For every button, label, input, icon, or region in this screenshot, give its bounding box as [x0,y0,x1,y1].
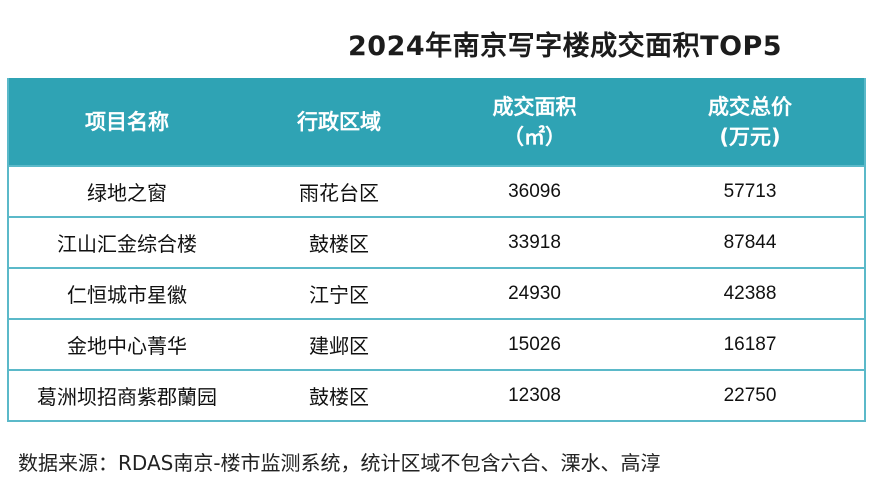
header-price: 成交总价 (万元) [636,78,864,166]
header-district: 行政区域 [245,78,433,166]
header-project-name: 项目名称 [9,78,245,166]
header-district-label: 行政区域 [297,109,381,134]
cell-price: 87844 [636,216,864,268]
cell-district: 建邺区 [245,318,433,370]
cell-area: 15026 [433,318,636,370]
table-row: 仁恒城市星徽 江宁区 24930 42388 [9,267,864,319]
data-table: 项目名称 行政区域 成交面积 （㎡） 成交总价 (万元) 绿地之窗 雨花台区 [7,78,866,422]
header-area: 成交面积 （㎡） [433,78,636,166]
table-header-row: 项目名称 行政区域 成交面积 （㎡） 成交总价 (万元) [9,78,864,166]
header-price-label: 成交总价 [708,94,792,119]
cell-price: 57713 [636,165,864,217]
header-area-unit: （㎡） [503,124,566,149]
cell-project-name: 葛洲坝招商紫郡蘭园 [9,369,245,420]
data-source-footnote: 数据来源：RDAS南京-楼市监测系统，统计区域不包含六合、溧水、高淳 [18,451,661,475]
header-area-label: 成交面积 [492,94,577,119]
cell-area: 12308 [433,369,636,420]
cell-district: 江宁区 [245,267,433,319]
table-row: 葛洲坝招商紫郡蘭园 鼓楼区 12308 22750 [9,369,864,420]
cell-project-name: 仁恒城市星徽 [9,267,245,319]
cell-area: 24930 [433,267,636,319]
cell-project-name: 江山汇金综合楼 [9,216,245,268]
cell-project-name: 绿地之窗 [9,165,245,217]
header-project-name-label: 项目名称 [85,109,169,134]
cell-area: 33918 [433,216,636,268]
cell-district: 鼓楼区 [245,369,433,420]
table-row: 绿地之窗 雨花台区 36096 57713 [9,165,864,217]
cell-district: 鼓楼区 [245,216,433,268]
cell-project-name: 金地中心菁华 [9,318,245,370]
cell-area: 36096 [433,165,636,217]
table-title: 2024年南京写字楼成交面积TOP5 [348,31,783,62]
header-price-unit: (万元) [719,124,781,149]
cell-price: 42388 [636,267,864,319]
cell-district: 雨花台区 [245,165,433,217]
cell-price: 16187 [636,318,864,370]
cell-price: 22750 [636,369,864,420]
table-row: 金地中心菁华 建邺区 15026 16187 [9,318,864,370]
table-row: 江山汇金综合楼 鼓楼区 33918 87844 [9,216,864,268]
